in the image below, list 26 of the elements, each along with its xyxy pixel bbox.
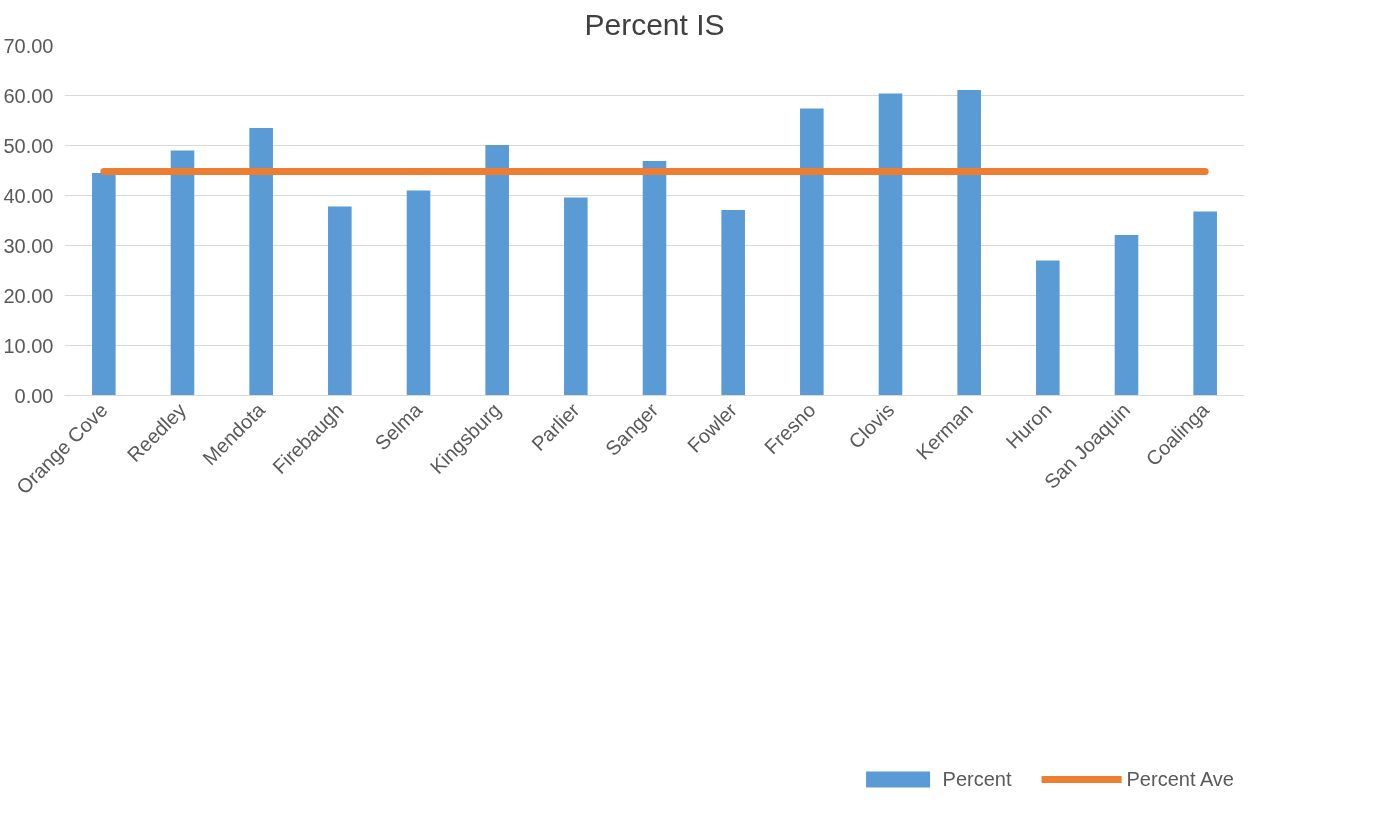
bar [1114, 235, 1139, 396]
bar [1036, 260, 1060, 396]
y-tick-label: 10.00 [3, 334, 54, 357]
chart-title: Percent IS [584, 7, 725, 41]
y-tick-label: 40.00 [3, 184, 54, 207]
y-tick-label: 20.00 [3, 284, 54, 307]
y-tick-label: 0.00 [14, 384, 54, 407]
legend-label: Percent Ave [1126, 767, 1234, 791]
bar [328, 206, 352, 396]
legend-label: Percent [942, 767, 1012, 791]
y-tick-label: 60.00 [3, 84, 54, 107]
bar [170, 150, 195, 396]
bar [485, 145, 509, 396]
bar [92, 173, 116, 396]
bar [1193, 211, 1217, 396]
y-tick-label: 30.00 [3, 234, 54, 257]
bar [721, 210, 745, 396]
y-tick-label: 50.00 [3, 134, 54, 157]
y-tick-label: 70.00 [3, 34, 54, 57]
bar [249, 128, 273, 396]
bar [878, 93, 903, 396]
bar [642, 161, 667, 396]
bar [800, 108, 824, 396]
bar [406, 190, 431, 396]
bar [564, 197, 588, 396]
bar [957, 90, 981, 396]
